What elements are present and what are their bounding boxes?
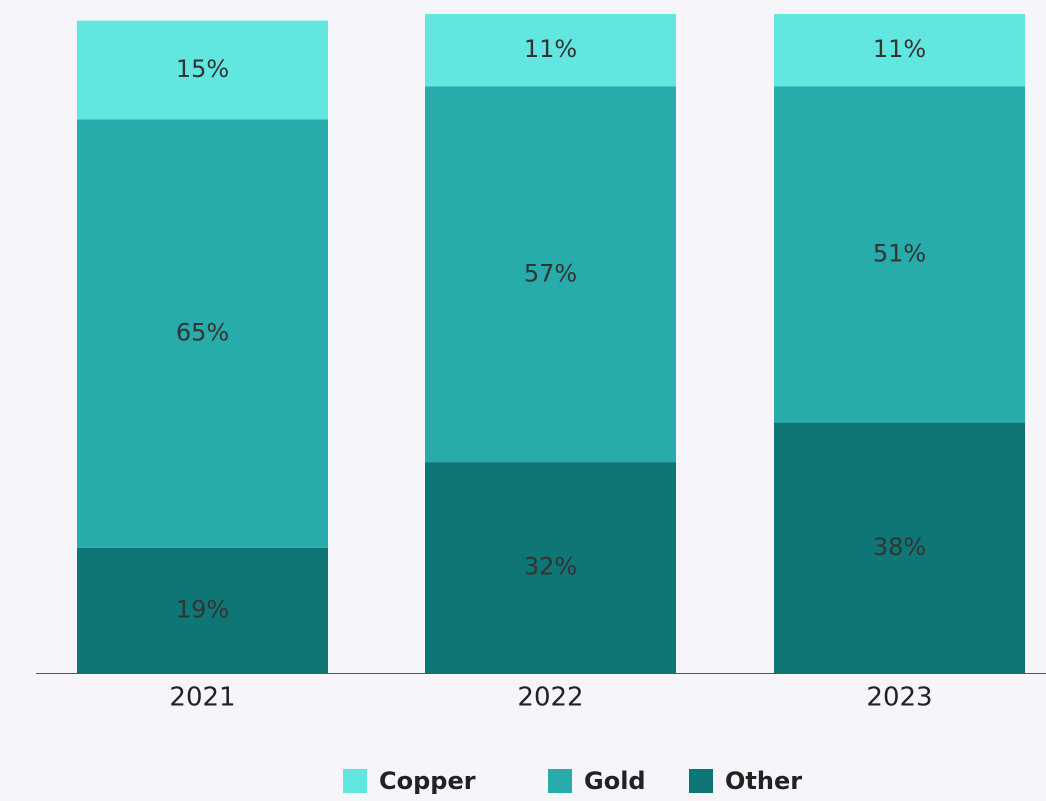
x-tick-label: 2023: [866, 683, 932, 713]
x-tick-label: 2021: [169, 683, 235, 713]
data-label: 19%: [176, 595, 229, 623]
data-label: 15%: [176, 55, 229, 83]
data-label: 51%: [873, 240, 926, 268]
data-label: 32%: [524, 553, 577, 581]
data-label: 11%: [524, 35, 577, 63]
bar-segment: [77, 20, 328, 120]
bar-segment: [77, 119, 328, 548]
legend-swatch: [343, 769, 367, 793]
data-label: 57%: [524, 259, 577, 287]
bar-segment: [774, 14, 1025, 87]
x-tick-label: 2022: [517, 683, 583, 713]
legend-swatch: [548, 769, 572, 793]
data-label: 65%: [176, 319, 229, 347]
data-label: 38%: [873, 533, 926, 561]
legend-swatch: [689, 769, 713, 793]
bar-segment: [774, 86, 1025, 423]
legend-label: Other: [725, 767, 802, 795]
legend-label: Copper: [379, 767, 476, 795]
legend-label: Gold: [584, 767, 646, 795]
bar-segment: [425, 86, 676, 463]
data-label: 11%: [873, 35, 926, 63]
bar-segment: [425, 462, 676, 673]
bar-segment: [425, 14, 676, 87]
bar-segment: [774, 422, 1025, 673]
bar-segment: [77, 547, 328, 673]
